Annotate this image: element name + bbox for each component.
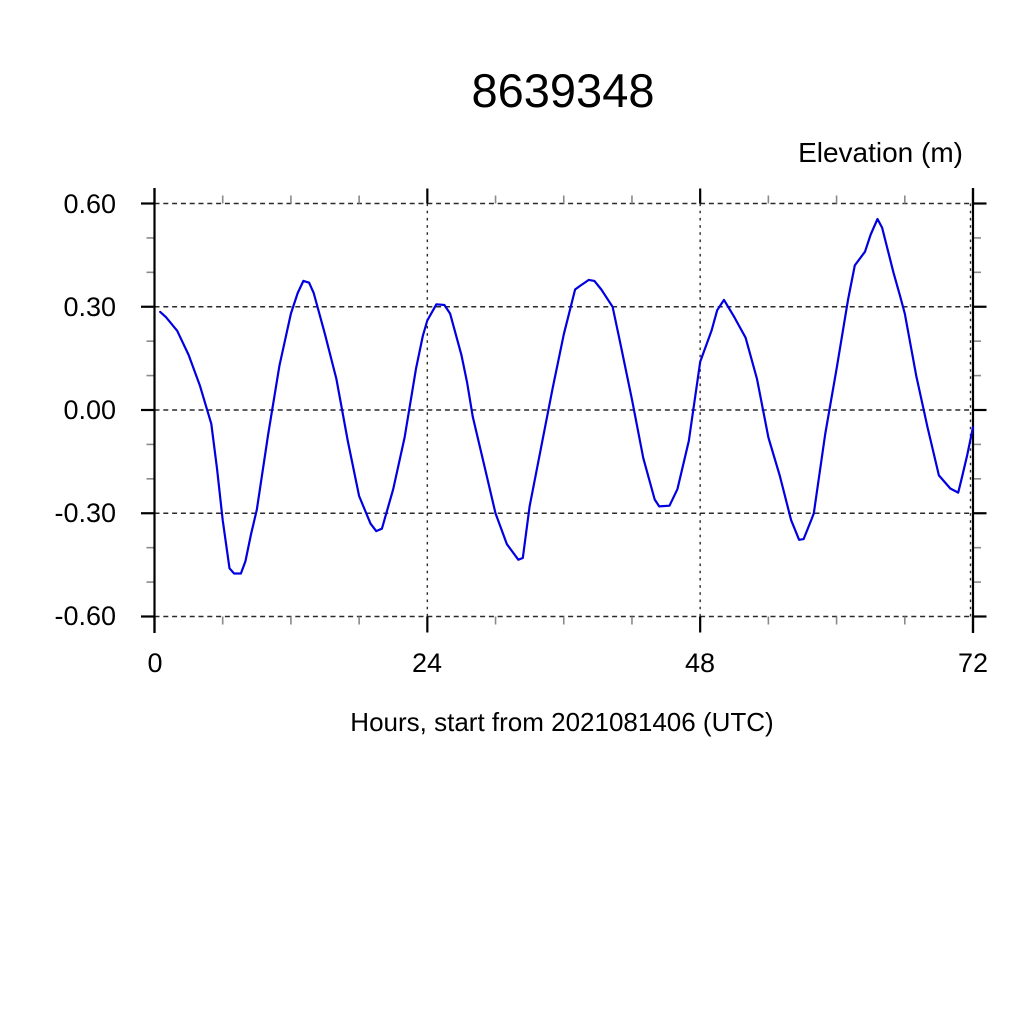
x-tick-labels: 0 24 48 72 <box>147 648 988 678</box>
data-series-layer <box>159 217 975 575</box>
y-tick-label: 0.30 <box>63 292 116 322</box>
gridlines <box>154 202 973 618</box>
y-tick-label: 0.00 <box>63 395 116 425</box>
y-axis-unit-label: Elevation (m) <box>798 137 963 168</box>
x-tick-label: 0 <box>147 648 162 678</box>
plot-frame <box>153 188 975 633</box>
elevation-line-series <box>159 217 975 575</box>
y-tick-label: -0.30 <box>54 498 116 528</box>
y-tick-labels: 0.60 0.30 0.00 -0.30 -0.60 <box>54 189 116 631</box>
y-tick-label: 0.60 <box>63 189 116 219</box>
x-axis-label: Hours, start from 2021081406 (UTC) <box>350 707 773 737</box>
x-tick-label: 72 <box>958 648 988 678</box>
chart-title: 8639348 <box>472 64 655 117</box>
x-tick-label: 48 <box>685 648 715 678</box>
y-tick-label: -0.60 <box>54 601 116 631</box>
x-tick-label: 24 <box>412 648 442 678</box>
